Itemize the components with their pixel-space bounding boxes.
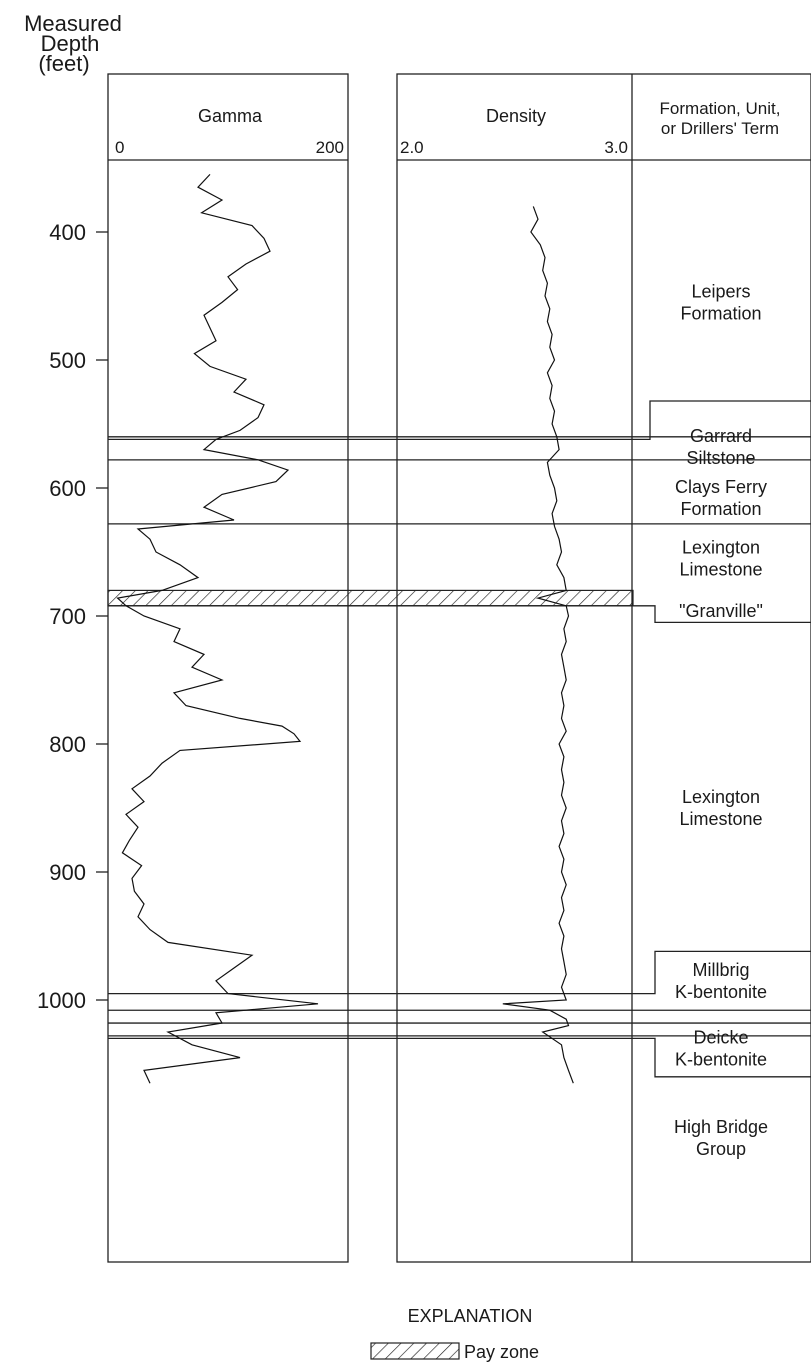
formation-label: Garrard — [690, 426, 752, 446]
explanation-title: EXPLANATION — [408, 1306, 533, 1326]
formation-label: Formation — [680, 303, 761, 323]
depth-header-line-2: Depth — [41, 31, 100, 56]
formation-label: "Granville" — [679, 601, 763, 621]
depth-header-line-1: Measured — [24, 11, 122, 36]
formation-label: Clays Ferry — [675, 477, 767, 497]
depth-tick-label-900: 900 — [49, 860, 86, 885]
formation-label: Leipers — [691, 281, 750, 301]
pay-zone-band — [107, 589, 634, 607]
formation-label: High Bridge — [674, 1117, 768, 1137]
formation-label: Deicke — [693, 1028, 748, 1048]
formation-label: Limestone — [679, 809, 762, 829]
formation-label: Lexington — [682, 787, 760, 807]
density-min-label: 2.0 — [400, 138, 424, 157]
formation-label: Limestone — [679, 559, 762, 579]
formation-column-title-line-1: Formation, Unit, — [660, 99, 781, 118]
formation-offset-boundary — [108, 400, 811, 441]
density-track-title: Density — [486, 106, 546, 126]
gamma-track-frame — [107, 73, 349, 1263]
depth-tick-label-800: 800 — [49, 732, 86, 757]
pay-zone-legend-swatch — [370, 1342, 460, 1360]
depth-tick-label-600: 600 — [49, 476, 86, 501]
formation-label: Millbrig — [692, 960, 749, 980]
formation-label: Group — [696, 1139, 746, 1159]
gamma-track-title: Gamma — [198, 106, 263, 126]
gamma-max-label: 200 — [316, 138, 344, 157]
density-track-frame — [396, 73, 811, 1263]
depth-tick-label-400: 400 — [49, 220, 86, 245]
density-max-label: 3.0 — [604, 138, 628, 157]
formation-offset-boundary — [108, 950, 811, 995]
formation-label: K-bentonite — [675, 982, 767, 1002]
formation-label: Lexington — [682, 537, 760, 557]
gamma-curve — [116, 173, 319, 1084]
pay-zone-legend-label: Pay zone — [464, 1342, 539, 1362]
formation-label: Siltstone — [686, 448, 755, 468]
depth-tick-label-500: 500 — [49, 348, 86, 373]
depth-tick-label-700: 700 — [49, 604, 86, 629]
depth-header-line-3: (feet) — [38, 51, 89, 76]
depth-tick-label-1000: 1000 — [37, 988, 86, 1013]
formation-column-title-line-2: or Drillers' Term — [661, 119, 779, 138]
formation-label: K-bentonite — [675, 1050, 767, 1070]
formation-label: Formation — [680, 499, 761, 519]
density-curve — [502, 206, 574, 1084]
formation-offset-boundary — [108, 1037, 811, 1078]
gamma-min-label: 0 — [115, 138, 124, 157]
